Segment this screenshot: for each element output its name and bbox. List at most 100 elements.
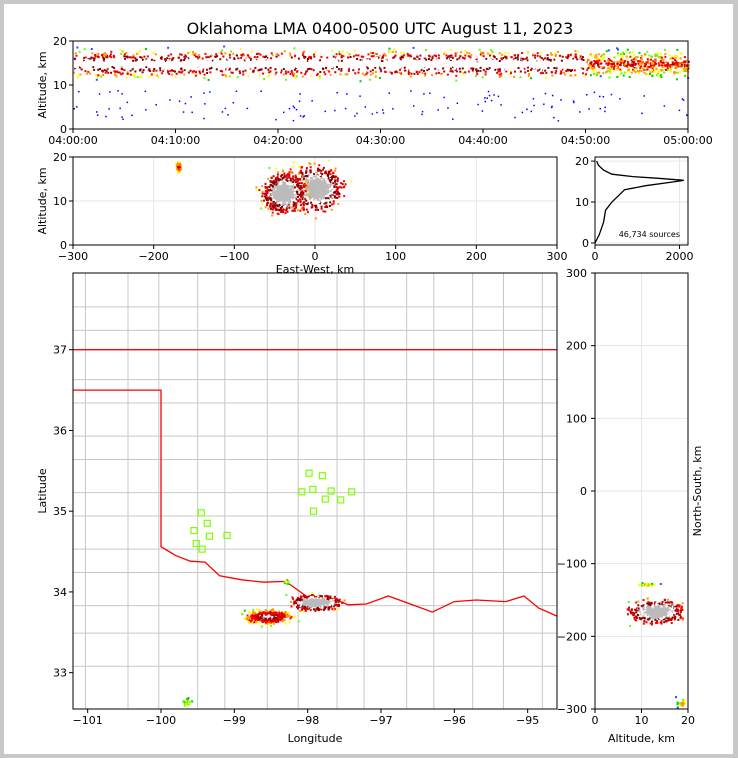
time-height-source	[376, 111, 378, 114]
time-height-source	[458, 67, 461, 70]
time-height-source	[589, 62, 592, 65]
time-height-source	[492, 62, 495, 65]
time-height-source	[617, 54, 619, 56]
time-height-source	[174, 70, 176, 73]
time-height-source	[572, 62, 575, 65]
east-west-xtick-label: −200	[139, 250, 169, 263]
time-height-source	[633, 69, 636, 72]
east-west-source	[179, 166, 182, 169]
time-height-source	[129, 69, 132, 72]
time-height-source	[167, 54, 170, 57]
time-height-source	[305, 70, 308, 72]
time-height-source	[97, 53, 100, 56]
time-height-source	[460, 51, 463, 54]
east-west-source	[307, 193, 310, 196]
time-height-source	[97, 74, 100, 77]
time-height-source	[686, 64, 688, 67]
east-west-source	[292, 182, 295, 185]
time-height-source	[239, 48, 242, 50]
time-height-source	[125, 76, 128, 79]
time-height-source	[682, 67, 685, 70]
time-height-source	[434, 67, 437, 70]
time-height-source	[330, 65, 332, 68]
time-height-source	[289, 52, 292, 55]
time-height-source	[324, 73, 327, 76]
time-height-source	[290, 56, 293, 59]
time-height-source	[402, 51, 405, 54]
east-west-source	[295, 176, 298, 179]
east-west-source	[286, 204, 289, 207]
time-height-source	[595, 56, 598, 59]
time-height-source	[454, 52, 457, 55]
time-height-source	[442, 67, 445, 70]
time-height-source	[440, 64, 443, 67]
east-west-source	[291, 206, 294, 209]
time-height-source	[124, 60, 127, 63]
east-west-source	[324, 187, 327, 189]
time-height-source	[334, 71, 337, 74]
time-height-source	[449, 61, 452, 64]
time-height-source	[649, 73, 651, 75]
time-height-source	[465, 64, 468, 67]
east-west-source	[303, 185, 306, 188]
east-west-source	[177, 163, 180, 166]
east-west-source	[297, 187, 300, 190]
time-height-source	[565, 56, 568, 59]
time-height-source	[193, 67, 196, 70]
time-height-source	[407, 71, 410, 74]
time-height-source	[604, 106, 606, 109]
time-height-source	[559, 60, 562, 63]
east-west-source	[328, 175, 331, 177]
time-height-source	[146, 59, 148, 62]
time-height-source	[143, 60, 146, 63]
time-height-source	[539, 55, 542, 58]
time-height-source	[331, 61, 334, 64]
east-west-source	[305, 208, 308, 211]
time-height-source	[142, 69, 145, 72]
time-height-source	[133, 73, 136, 76]
time-height-source	[575, 56, 578, 59]
time-height-source	[313, 61, 316, 63]
time-height-source	[652, 60, 655, 63]
east-west-source	[330, 182, 333, 185]
time-height-source	[283, 67, 285, 70]
time-height-source	[599, 59, 602, 62]
time-height-source	[110, 56, 113, 59]
time-height-source	[613, 61, 616, 63]
time-height-source	[539, 64, 541, 67]
time-height-source	[108, 66, 111, 69]
time-height-source	[511, 61, 514, 64]
time-height-source	[73, 71, 75, 74]
time-height-source	[361, 72, 364, 75]
time-height-source	[343, 63, 346, 66]
time-height-source	[335, 53, 338, 56]
time-height-source	[646, 50, 649, 53]
east-west-source	[310, 206, 313, 209]
time-height-source	[529, 69, 532, 71]
east-west-source	[324, 206, 327, 208]
time-height-source	[301, 53, 304, 56]
time-height-ytick-label: 10	[53, 79, 67, 92]
east-west-source	[318, 193, 321, 196]
time-height-source	[393, 65, 396, 68]
time-height-source	[392, 68, 395, 71]
east-west-source	[297, 172, 300, 175]
time-height-source	[282, 69, 285, 71]
east-west-source	[317, 177, 320, 180]
east-west-source	[327, 177, 330, 180]
east-west-source	[313, 177, 316, 180]
time-height-source	[664, 53, 667, 55]
time-height-source	[274, 73, 277, 76]
time-height-source	[600, 55, 603, 58]
time-height-source	[234, 55, 237, 58]
east-west-source	[263, 192, 266, 195]
time-height-source	[414, 66, 416, 68]
time-height-source	[541, 72, 544, 75]
time-height-source	[76, 76, 79, 79]
east-west-source	[271, 214, 274, 217]
time-height-source	[406, 67, 409, 70]
east-west-source	[302, 175, 305, 178]
histogram-profile-line	[594, 160, 684, 244]
time-height-source	[567, 55, 570, 58]
time-height-source	[77, 74, 80, 77]
